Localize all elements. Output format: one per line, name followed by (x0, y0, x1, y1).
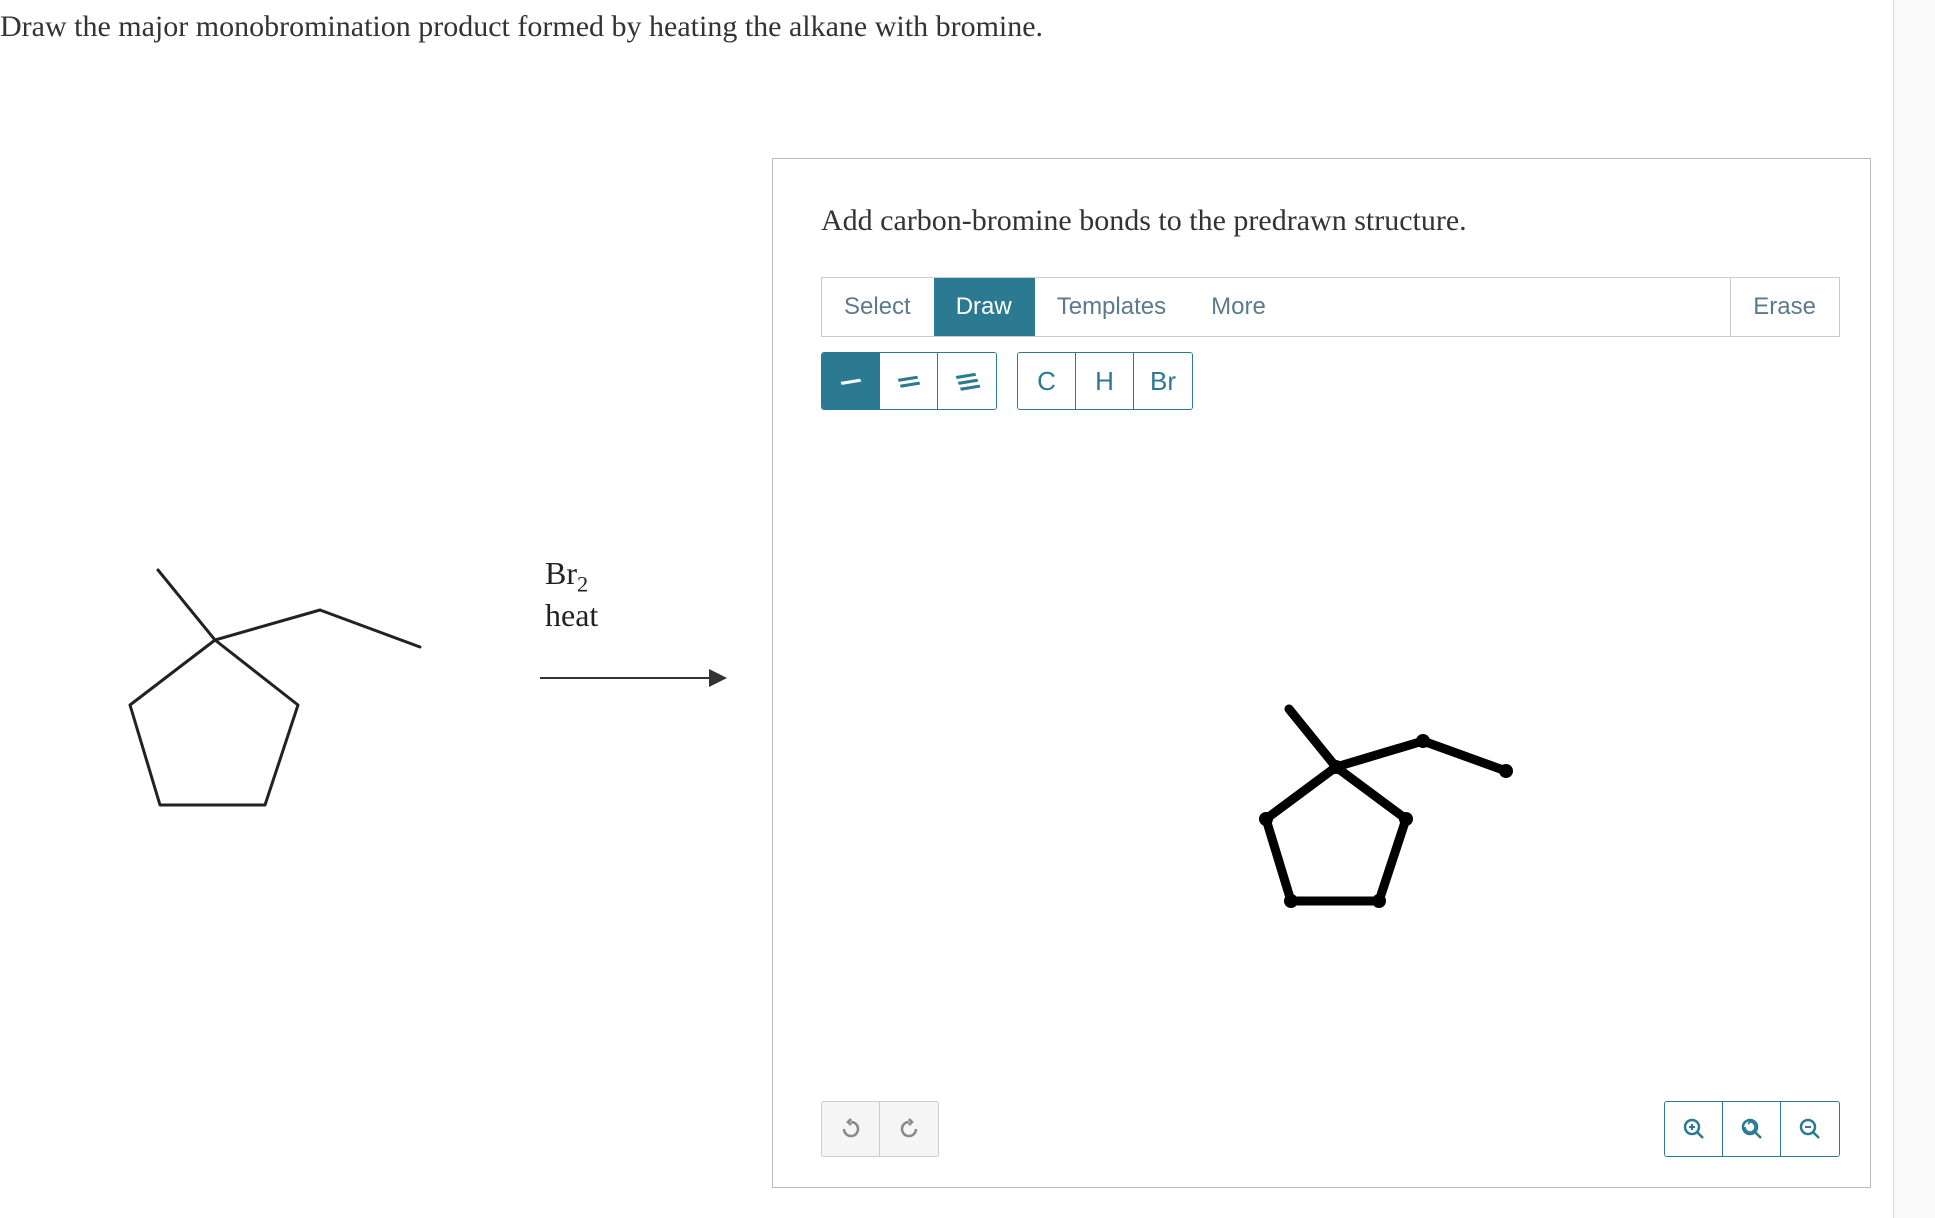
editor-tabs: Select Draw Templates More Erase (821, 277, 1840, 337)
tab-erase[interactable]: Erase (1730, 278, 1839, 336)
reactant-structure (40, 535, 460, 855)
triple-bond-tool[interactable]: /// (938, 353, 996, 409)
structure-editor: Add carbon-bromine bonds to the predrawn… (772, 158, 1871, 1188)
tab-templates[interactable]: Templates (1035, 278, 1189, 336)
predrawn-structure[interactable] (1191, 679, 1551, 939)
page-side-border (1893, 0, 1935, 1218)
redo-button[interactable] (880, 1102, 938, 1156)
atom-h-tool[interactable]: H (1076, 353, 1134, 409)
question-text: Draw the major monobromination product f… (0, 10, 1043, 44)
tab-draw[interactable]: Draw (934, 278, 1035, 336)
undo-button[interactable] (822, 1102, 880, 1156)
redo-icon (897, 1117, 921, 1141)
tab-more[interactable]: More (1189, 278, 1289, 336)
bond-tool-group: / // /// (821, 352, 997, 410)
editor-toolrow: / // /// C H Br (821, 352, 1193, 410)
zoom-out-icon (1797, 1116, 1823, 1142)
zoom-reset-button[interactable] (1723, 1102, 1781, 1156)
atom-br-tool[interactable]: Br (1134, 353, 1192, 409)
atom-c-tool[interactable]: C (1018, 353, 1076, 409)
double-bond-tool[interactable]: // (880, 353, 938, 409)
reagent-br2: Br2 (545, 555, 588, 591)
editor-instruction: Add carbon-bromine bonds to the predrawn… (821, 204, 1467, 238)
reagent-label: Br2 heat (545, 555, 598, 634)
zoom-in-icon (1681, 1116, 1707, 1142)
drawing-canvas[interactable] (821, 429, 1840, 1077)
single-bond-tool[interactable]: / (822, 353, 880, 409)
reagent-heat: heat (545, 597, 598, 633)
zoom-group (1664, 1101, 1840, 1157)
zoom-in-button[interactable] (1665, 1102, 1723, 1156)
undo-redo-group (821, 1101, 939, 1157)
zoom-out-button[interactable] (1781, 1102, 1839, 1156)
reaction-arrow (540, 677, 725, 679)
zoom-reset-icon (1739, 1116, 1765, 1142)
tab-select[interactable]: Select (822, 278, 934, 336)
atom-tool-group: C H Br (1017, 352, 1193, 410)
undo-icon (839, 1117, 863, 1141)
